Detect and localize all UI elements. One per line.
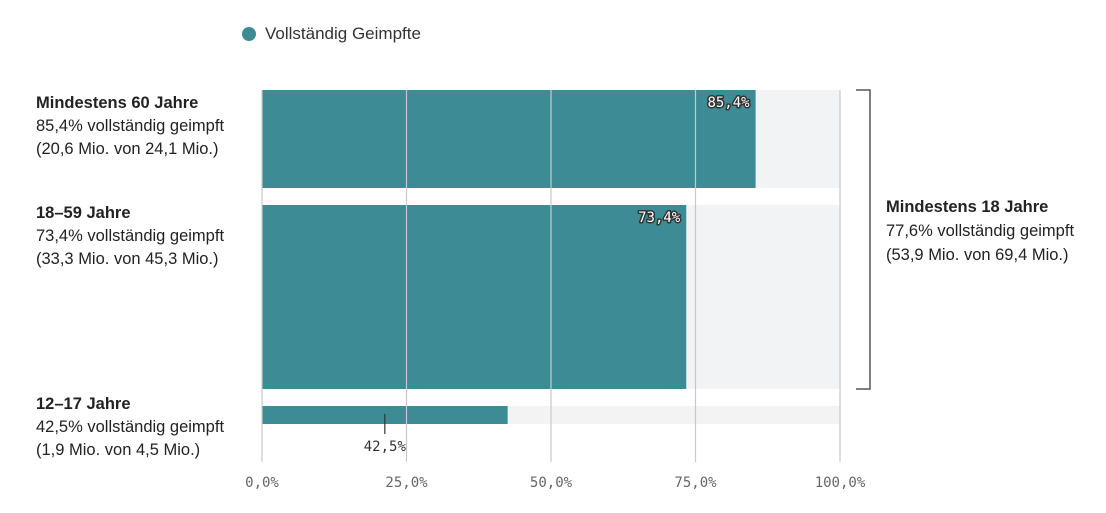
bar-value-label: 42,5%: [364, 439, 407, 455]
legend: Vollständig Geimpfte: [242, 24, 421, 44]
row-rate: 85,4% vollständig geimpft: [36, 117, 225, 135]
x-tick-label: 50,0%: [530, 475, 573, 491]
row-count: (33,3 Mio. von 45,3 Mio.): [36, 250, 219, 268]
row-title: Mindestens 60 Jahre: [36, 94, 199, 112]
group-count: (53,9 Mio. von 69,4 Mio.): [886, 246, 1069, 264]
row-count: (20,6 Mio. von 24,1 Mio.): [36, 140, 219, 158]
row-label-60-plus: Mindestens 60 Jahre 85,4% vollständig ge…: [36, 92, 224, 161]
group-bracket: [856, 89, 871, 390]
group-label-18-plus: Mindestens 18 Jahre 77,6% vollständig ge…: [886, 195, 1074, 267]
row-label-12-17: 12–17 Jahre 42,5% vollständig geimpft (1…: [36, 393, 224, 462]
bar-value-label: 85,4%: [707, 95, 750, 111]
bar: [262, 90, 756, 188]
group-rate: 77,6% vollständig geimpft: [886, 222, 1075, 240]
row-label-18-59: 18–59 Jahre 73,4% vollständig geimpft (3…: [36, 202, 224, 271]
legend-label: Vollständig Geimpfte: [265, 24, 421, 43]
row-title: 18–59 Jahre: [36, 204, 131, 222]
row-rate: 42,5% vollständig geimpft: [36, 418, 225, 436]
row-title: 12–17 Jahre: [36, 395, 131, 413]
x-tick-label: 25,0%: [385, 475, 428, 491]
bar-value-label: 73,4%: [638, 210, 681, 226]
x-tick-label: 0,0%: [245, 475, 279, 491]
x-tick-label: 100,0%: [815, 475, 866, 491]
x-tick-label: 75,0%: [674, 475, 717, 491]
group-title: Mindestens 18 Jahre: [886, 198, 1049, 216]
row-count: (1,9 Mio. von 4,5 Mio.): [36, 441, 201, 459]
bar: [262, 205, 687, 389]
legend-swatch: [242, 27, 256, 41]
row-rate: 73,4% vollständig geimpft: [36, 227, 225, 245]
